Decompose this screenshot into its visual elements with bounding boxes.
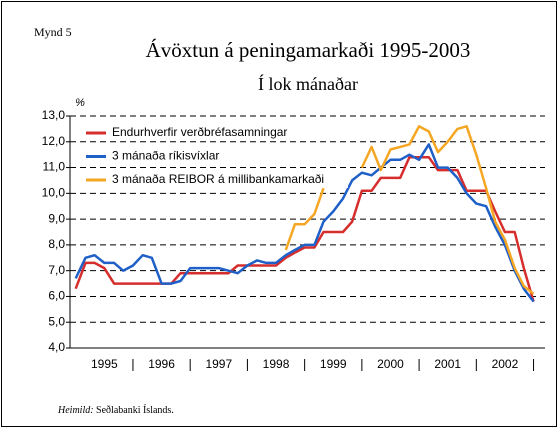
source: Heimild: Seðlabanki Íslands. [57, 404, 174, 416]
x-tick-label: 1995 [91, 357, 118, 371]
series-line [74, 155, 535, 302]
series-line [74, 143, 535, 303]
y-tick-label: 10,0 [42, 186, 66, 200]
x-tick-label: 1998 [263, 357, 290, 371]
y-tick-label: 13,0 [42, 108, 66, 122]
y-tick-label: 4,0 [48, 340, 65, 354]
x-tick-label: 1999 [320, 357, 347, 371]
x-tick-label: 1996 [148, 357, 175, 371]
y-axis-label: % [75, 97, 85, 109]
legend-label: 3 mánaða ríkisvíxlar [112, 149, 219, 163]
source-label: Heimild: [57, 405, 94, 416]
y-tick-label: 6,0 [48, 289, 65, 303]
y-tick-label: 8,0 [48, 237, 65, 251]
y-tick-label: 7,0 [48, 263, 65, 277]
legend-label: Endurhverfir verðbréfasamningar [112, 125, 287, 139]
chart-title: Ávöxtun á peningamarkaði 1995-2003 [146, 38, 471, 62]
legend-background [108, 172, 348, 188]
legend-background [108, 125, 348, 141]
source-text: Seðlabanki Íslands. [96, 404, 174, 416]
chart-subtitle: Í lok mánaðar [258, 73, 358, 94]
x-tick-label: 2002 [492, 357, 519, 371]
y-tick-label: 5,0 [48, 314, 65, 328]
y-tick-label: 12,0 [42, 134, 66, 148]
figure-label: Mynd 5 [34, 25, 72, 39]
x-tick-label: 1997 [205, 357, 232, 371]
legend-background [108, 148, 348, 165]
y-tick-label: 11,0 [43, 160, 66, 174]
series-line [284, 125, 535, 295]
legend-label: 3 mánaða REIBOR á millibankamarkaði [112, 172, 324, 186]
y-tick-label: 9,0 [48, 211, 65, 225]
x-tick-label: 2000 [377, 357, 404, 371]
x-tick-label: 2001 [434, 357, 461, 371]
